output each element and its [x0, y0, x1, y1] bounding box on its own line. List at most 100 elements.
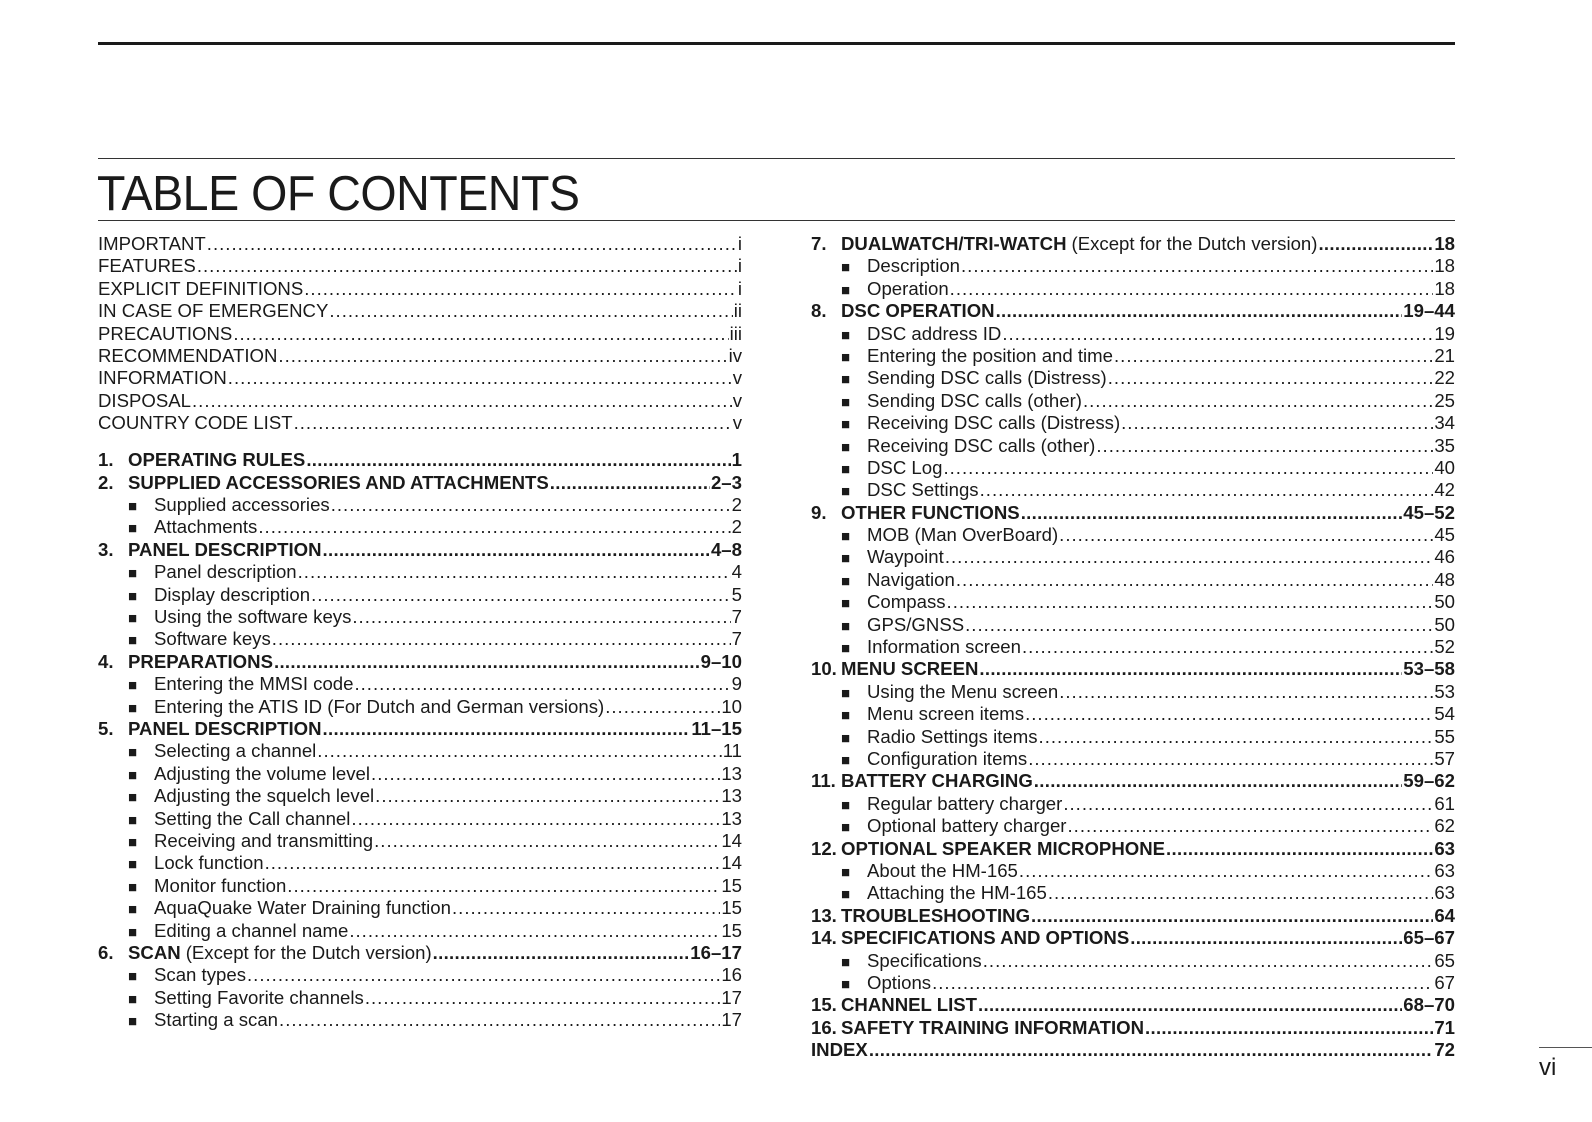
toc-entry-chapter[interactable]: 14.SPECIFICATIONS AND OPTIONS 65–67: [811, 927, 1455, 949]
toc-entry-front[interactable]: PRECAUTIONS iii: [98, 323, 742, 345]
toc-entry-sub[interactable]: ■ Waypoint 46: [811, 546, 1455, 568]
toc-entry-sub[interactable]: ■ Receiving and transmitting 14: [98, 830, 742, 852]
toc-entry-sub[interactable]: ■ Editing a channel name 15: [98, 920, 742, 942]
toc-entry-sub[interactable]: ■ Setting Favorite channels 17: [98, 987, 742, 1009]
toc-entry-chapter[interactable]: 4. PREPARATIONS 9–10: [98, 651, 742, 673]
toc-entry-chapter[interactable]: 2. SUPPLIED ACCESSORIES AND ATTACHMENTS 2–…: [98, 472, 742, 494]
toc-entry-sub[interactable]: ■ Monitor function 15: [98, 875, 742, 897]
toc-entry-sub[interactable]: ■ Options 67: [811, 972, 1455, 994]
toc-entry-sub[interactable]: ■ Radio Settings items 55: [811, 726, 1455, 748]
toc-entry-chapter[interactable]: 16.SAFETY TRAINING INFORMATION 71: [811, 1017, 1455, 1039]
page-reference: ii: [733, 300, 742, 322]
toc-entry-chapter[interactable]: 15.CHANNEL LIST 68–70: [811, 994, 1455, 1016]
toc-entry-front[interactable]: FEATURES i: [98, 255, 742, 277]
toc-entry-sub[interactable]: ■ About the HM-165 63: [811, 860, 1455, 882]
toc-entry-sub[interactable]: ■ AquaQuake Water Draining function 15: [98, 897, 742, 919]
toc-entry-front[interactable]: IN CASE OF EMERGENCY ii: [98, 300, 742, 322]
square-bullet-icon: ■: [841, 595, 851, 613]
toc-entry-sub[interactable]: ■ Using the software keys 7: [98, 606, 742, 628]
page-reference: 14: [721, 829, 742, 851]
toc-entry-front[interactable]: DISPOSAL v: [98, 390, 742, 412]
toc-entry-chapter[interactable]: INDEX 72: [811, 1039, 1455, 1061]
page-reference: 68–70: [1403, 994, 1455, 1016]
toc-entry-front[interactable]: RECOMMENDATION iv: [98, 345, 742, 367]
toc-entry-sub[interactable]: ■ Starting a scan 17: [98, 1009, 742, 1031]
toc-entry-sub[interactable]: ■ Configuration items 57: [811, 748, 1455, 770]
toc-entry-chapter[interactable]: 6. SCAN(Except for the Dutch version) 16–1…: [98, 942, 742, 964]
toc-entry-sub[interactable]: ■ DSC Settings 42: [811, 479, 1455, 501]
leader-dots: [272, 628, 731, 650]
toc-entry-chapter[interactable]: 5. PANEL DESCRIPTION 11–15: [98, 718, 742, 740]
toc-entry-sub[interactable]: ■ Adjusting the squelch level 13: [98, 785, 742, 807]
entry-title: Receiving DSC calls (Distress): [867, 412, 1121, 434]
toc-entry-sub[interactable]: ■ Using the Menu screen 53: [811, 681, 1455, 703]
square-bullet-icon: ■: [841, 729, 851, 747]
entry-title: Editing a channel name: [154, 919, 349, 941]
toc-entry-sub[interactable]: ■ Specifications 65: [811, 950, 1455, 972]
toc-entry-sub[interactable]: ■ Setting the Call channel 13: [98, 808, 742, 830]
leader-dots: [323, 718, 691, 740]
toc-entry-sub[interactable]: ■ Sending DSC calls (Distress) 22: [811, 367, 1455, 389]
toc-entry-front[interactable]: COUNTRY CODE LIST v: [98, 412, 742, 434]
leader-dots: [311, 584, 731, 606]
square-bullet-icon: ■: [841, 819, 851, 837]
toc-entry-chapter[interactable]: 8. DSC OPERATION 19–44: [811, 300, 1455, 322]
toc-entry-front[interactable]: EXPLICIT DEFINITIONS i: [98, 278, 742, 300]
toc-entry-sub[interactable]: ■ Sending DSC calls (other) 25: [811, 390, 1455, 412]
toc-entry-sub[interactable]: ■ Lock function 14: [98, 852, 742, 874]
toc-entry-chapter[interactable]: 3. PANEL DESCRIPTION 4–8: [98, 539, 742, 561]
page-reference: 19: [1434, 322, 1455, 344]
toc-entry-sub[interactable]: ■ MOB (Man OverBoard) 45: [811, 524, 1455, 546]
toc-entry-sub[interactable]: ■ Panel description 4: [98, 561, 742, 583]
square-bullet-icon: ■: [841, 640, 851, 658]
toc-entry-sub[interactable]: ■ Entering the MMSI code 9: [98, 673, 742, 695]
chapter-number: 1.: [98, 449, 114, 471]
entry-title: Setting Favorite channels: [154, 986, 364, 1008]
toc-entry-sub[interactable]: ■ Navigation 48: [811, 569, 1455, 591]
toc-entry-sub[interactable]: ■ Software keys 7: [98, 628, 742, 650]
toc-entry-sub[interactable]: ■ Attaching the HM-165 63: [811, 882, 1455, 904]
toc-entry-sub[interactable]: ■ DSC Log 40: [811, 457, 1455, 479]
leader-dots: [351, 808, 720, 830]
toc-entry-chapter[interactable]: 12.OPTIONAL SPEAKER MICROPHONE 63: [811, 838, 1455, 860]
toc-entry-sub[interactable]: ■ Regular battery charger 61: [811, 793, 1455, 815]
toc-entry-sub[interactable]: ■ Scan types 16: [98, 964, 742, 986]
toc-entry-sub[interactable]: ■ Information screen 52: [811, 636, 1455, 658]
toc-entry-chapter[interactable]: 10.MENU SCREEN 53–58: [811, 658, 1455, 680]
page-reference: 62: [1434, 815, 1455, 837]
toc-entry-sub[interactable]: ■ GPS/GNSS 50: [811, 614, 1455, 636]
toc-entry-sub[interactable]: ■ Selecting a channel 11: [98, 740, 742, 762]
toc-entry-sub[interactable]: ■ Receiving DSC calls (other) 35: [811, 435, 1455, 457]
chapter-number: 3.: [98, 538, 114, 560]
page-reference: 15: [721, 897, 742, 919]
entry-title: SAFETY TRAINING INFORMATION: [841, 1016, 1145, 1038]
toc-entry-front[interactable]: IMPORTANT i: [98, 233, 742, 255]
page-reference: 13: [721, 785, 742, 807]
toc-entry-sub[interactable]: ■ Operation 18: [811, 278, 1455, 300]
toc-entry-chapter[interactable]: 1. OPERATING RULES 1: [98, 449, 742, 471]
toc-entry-sub[interactable]: ■ Display description 5: [98, 584, 742, 606]
toc-entry-sub[interactable]: ■ DSC address ID 19: [811, 323, 1455, 345]
toc-entry-sub[interactable]: ■ Attachments 2: [98, 516, 742, 538]
page-reference: 4: [731, 561, 742, 583]
toc-entry-chapter[interactable]: 7. DUALWATCH/TRI-WATCH (Except for the Dut…: [811, 233, 1455, 255]
toc-entry-sub[interactable]: ■ Supplied accessories 2: [98, 494, 742, 516]
toc-entry-chapter[interactable]: 13.TROUBLESHOOTING 64: [811, 905, 1455, 927]
toc-entry-sub[interactable]: ■ Entering the ATIS ID (For Dutch and Ger…: [98, 696, 742, 718]
toc-entry-sub[interactable]: ■ Receiving DSC calls (Distress) 34: [811, 412, 1455, 434]
toc-entry-sub[interactable]: ■ Menu screen items 54: [811, 703, 1455, 725]
toc-entry-sub[interactable]: ■ Description 18: [811, 255, 1455, 277]
toc-entry-front[interactable]: INFORMATION v: [98, 367, 742, 389]
toc-entry-sub[interactable]: ■ Entering the position and time 21: [811, 345, 1455, 367]
leader-dots: [1083, 390, 1433, 412]
toc-entry-sub[interactable]: ■ Compass 50: [811, 591, 1455, 613]
entry-title: SUPPLIED ACCESSORIES AND ATTACHMENTS: [128, 471, 549, 493]
toc-entry-chapter[interactable]: 9. OTHER FUNCTIONS 45–52: [811, 502, 1455, 524]
entry-title: OPERATING RULES: [128, 449, 306, 471]
toc-entry-sub[interactable]: ■ Adjusting the volume level 13: [98, 763, 742, 785]
page-reference: iv: [728, 344, 742, 366]
chapter-number: 16.: [811, 1016, 837, 1038]
toc-entry-chapter[interactable]: 11.BATTERY CHARGING 59–62: [811, 770, 1455, 792]
page-reference: 65: [1434, 949, 1455, 971]
toc-entry-sub[interactable]: ■ Optional battery charger 62: [811, 815, 1455, 837]
